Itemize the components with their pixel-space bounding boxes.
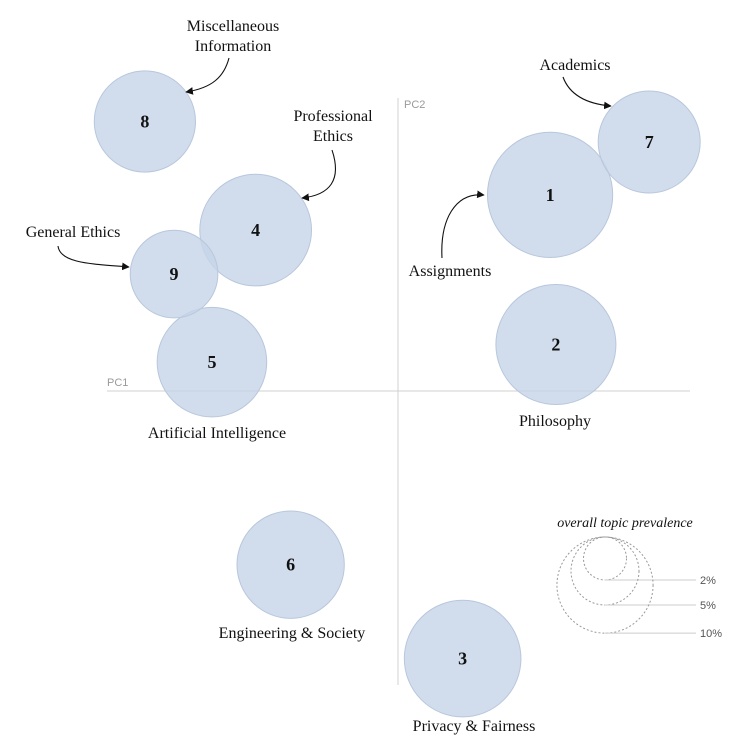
y-axis-label: PC2 (404, 99, 425, 111)
legend-circle-2 (583, 536, 627, 581)
bubble-topic-6 (236, 510, 345, 619)
bubble-number-1: 1 (546, 185, 555, 205)
bubble-number-5: 5 (207, 352, 216, 372)
legend-label-2: 2% (700, 575, 716, 587)
bubble-topic-4 (199, 173, 313, 287)
callout-arrow-8 (185, 57, 230, 95)
bubble-topic-3 (403, 599, 522, 718)
prevalence-legend: overall topic prevalence 2% 5% 10% (556, 516, 722, 640)
topic-bubbles: 1 2 3 4 5 6 7 8 9 (93, 70, 701, 718)
label-academics: Academics (539, 57, 610, 74)
bubble-topic-7 (597, 90, 701, 194)
label-miscellaneous-information: Miscellaneous Information (187, 18, 279, 55)
label-philosophy: Philosophy (519, 413, 591, 430)
callout-arrow-7 (562, 76, 612, 110)
label-artificial-intelligence: Artificial Intelligence (148, 425, 286, 442)
bubble-number-9: 9 (170, 264, 179, 284)
bubble-number-7: 7 (645, 132, 654, 152)
topic-callouts (57, 57, 612, 271)
callout-arrow-9 (57, 245, 130, 271)
bubble-topic-2 (495, 284, 617, 406)
bubble-number-6: 6 (286, 555, 295, 575)
label-privacy-and-fairness: Privacy & Fairness (413, 718, 536, 735)
bubble-number-8: 8 (140, 111, 149, 131)
label-engineering-and-society: Engineering & Society (219, 625, 366, 642)
bubble-topic-5 (156, 306, 268, 418)
legend-circle-5 (570, 536, 640, 606)
label-assignments: Assignments (409, 263, 492, 280)
bubble-topic-8 (93, 70, 196, 173)
legend-circle-10 (556, 536, 654, 634)
legend-title: overall topic prevalence (557, 516, 693, 531)
bubble-number-2: 2 (551, 335, 560, 355)
legend-label-10: 10% (700, 628, 722, 640)
bubble-topic-9 (129, 229, 219, 319)
bubble-number-3: 3 (458, 649, 467, 669)
legend-label-5: 5% (700, 600, 716, 612)
topic-labels: Assignments Philosophy Privacy & Fairness P… (26, 18, 611, 735)
callout-arrow-4 (301, 149, 337, 202)
callout-arrow-1 (441, 190, 485, 259)
x-axis-label: PC1 (107, 377, 128, 389)
bubble-topic-1 (486, 131, 614, 258)
label-general-ethics: General Ethics (26, 224, 121, 241)
label-professional-ethics: Professional Ethics (293, 108, 373, 145)
bubble-number-4: 4 (251, 220, 260, 240)
